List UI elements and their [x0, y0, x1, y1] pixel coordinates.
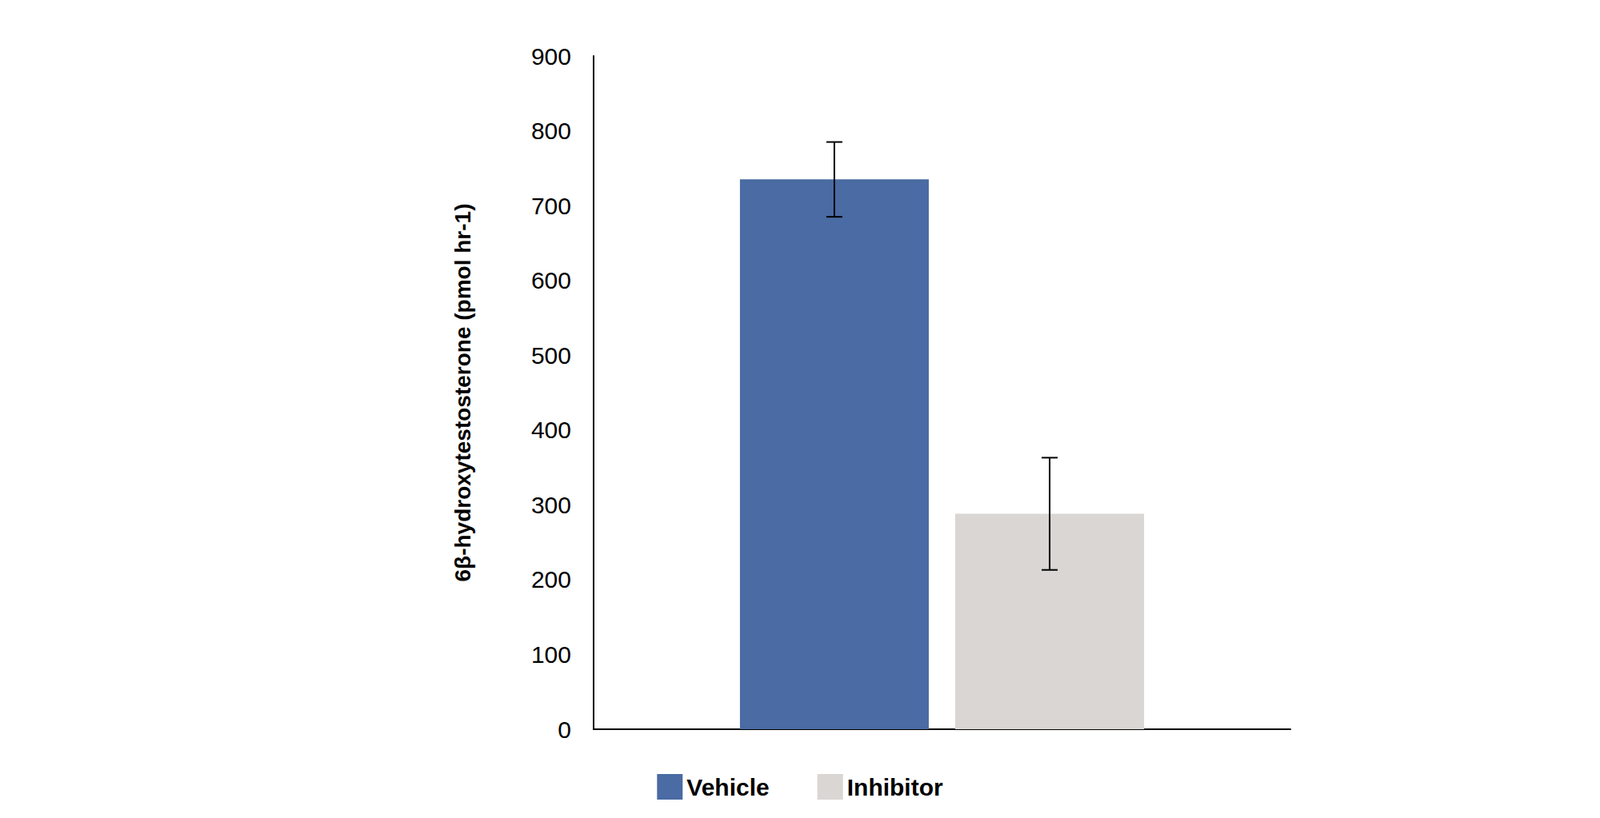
svg-text:900: 900 [531, 43, 572, 70]
svg-text:200: 200 [531, 566, 572, 593]
svg-text:300: 300 [531, 492, 572, 519]
svg-text:Vehicle: Vehicle [686, 774, 769, 801]
svg-text:500: 500 [531, 342, 572, 369]
svg-text:Inhibitor: Inhibitor [847, 774, 944, 801]
svg-text:600: 600 [531, 267, 572, 294]
svg-text:800: 800 [531, 117, 572, 144]
svg-text:700: 700 [531, 192, 572, 220]
svg-text:100: 100 [531, 641, 572, 668]
svg-text:400: 400 [531, 416, 572, 444]
svg-text:0: 0 [557, 716, 572, 744]
svg-text:6β-hydroxytestosterone (pmol h: 6β-hydroxytestosterone (pmol hr-1) [450, 204, 476, 583]
